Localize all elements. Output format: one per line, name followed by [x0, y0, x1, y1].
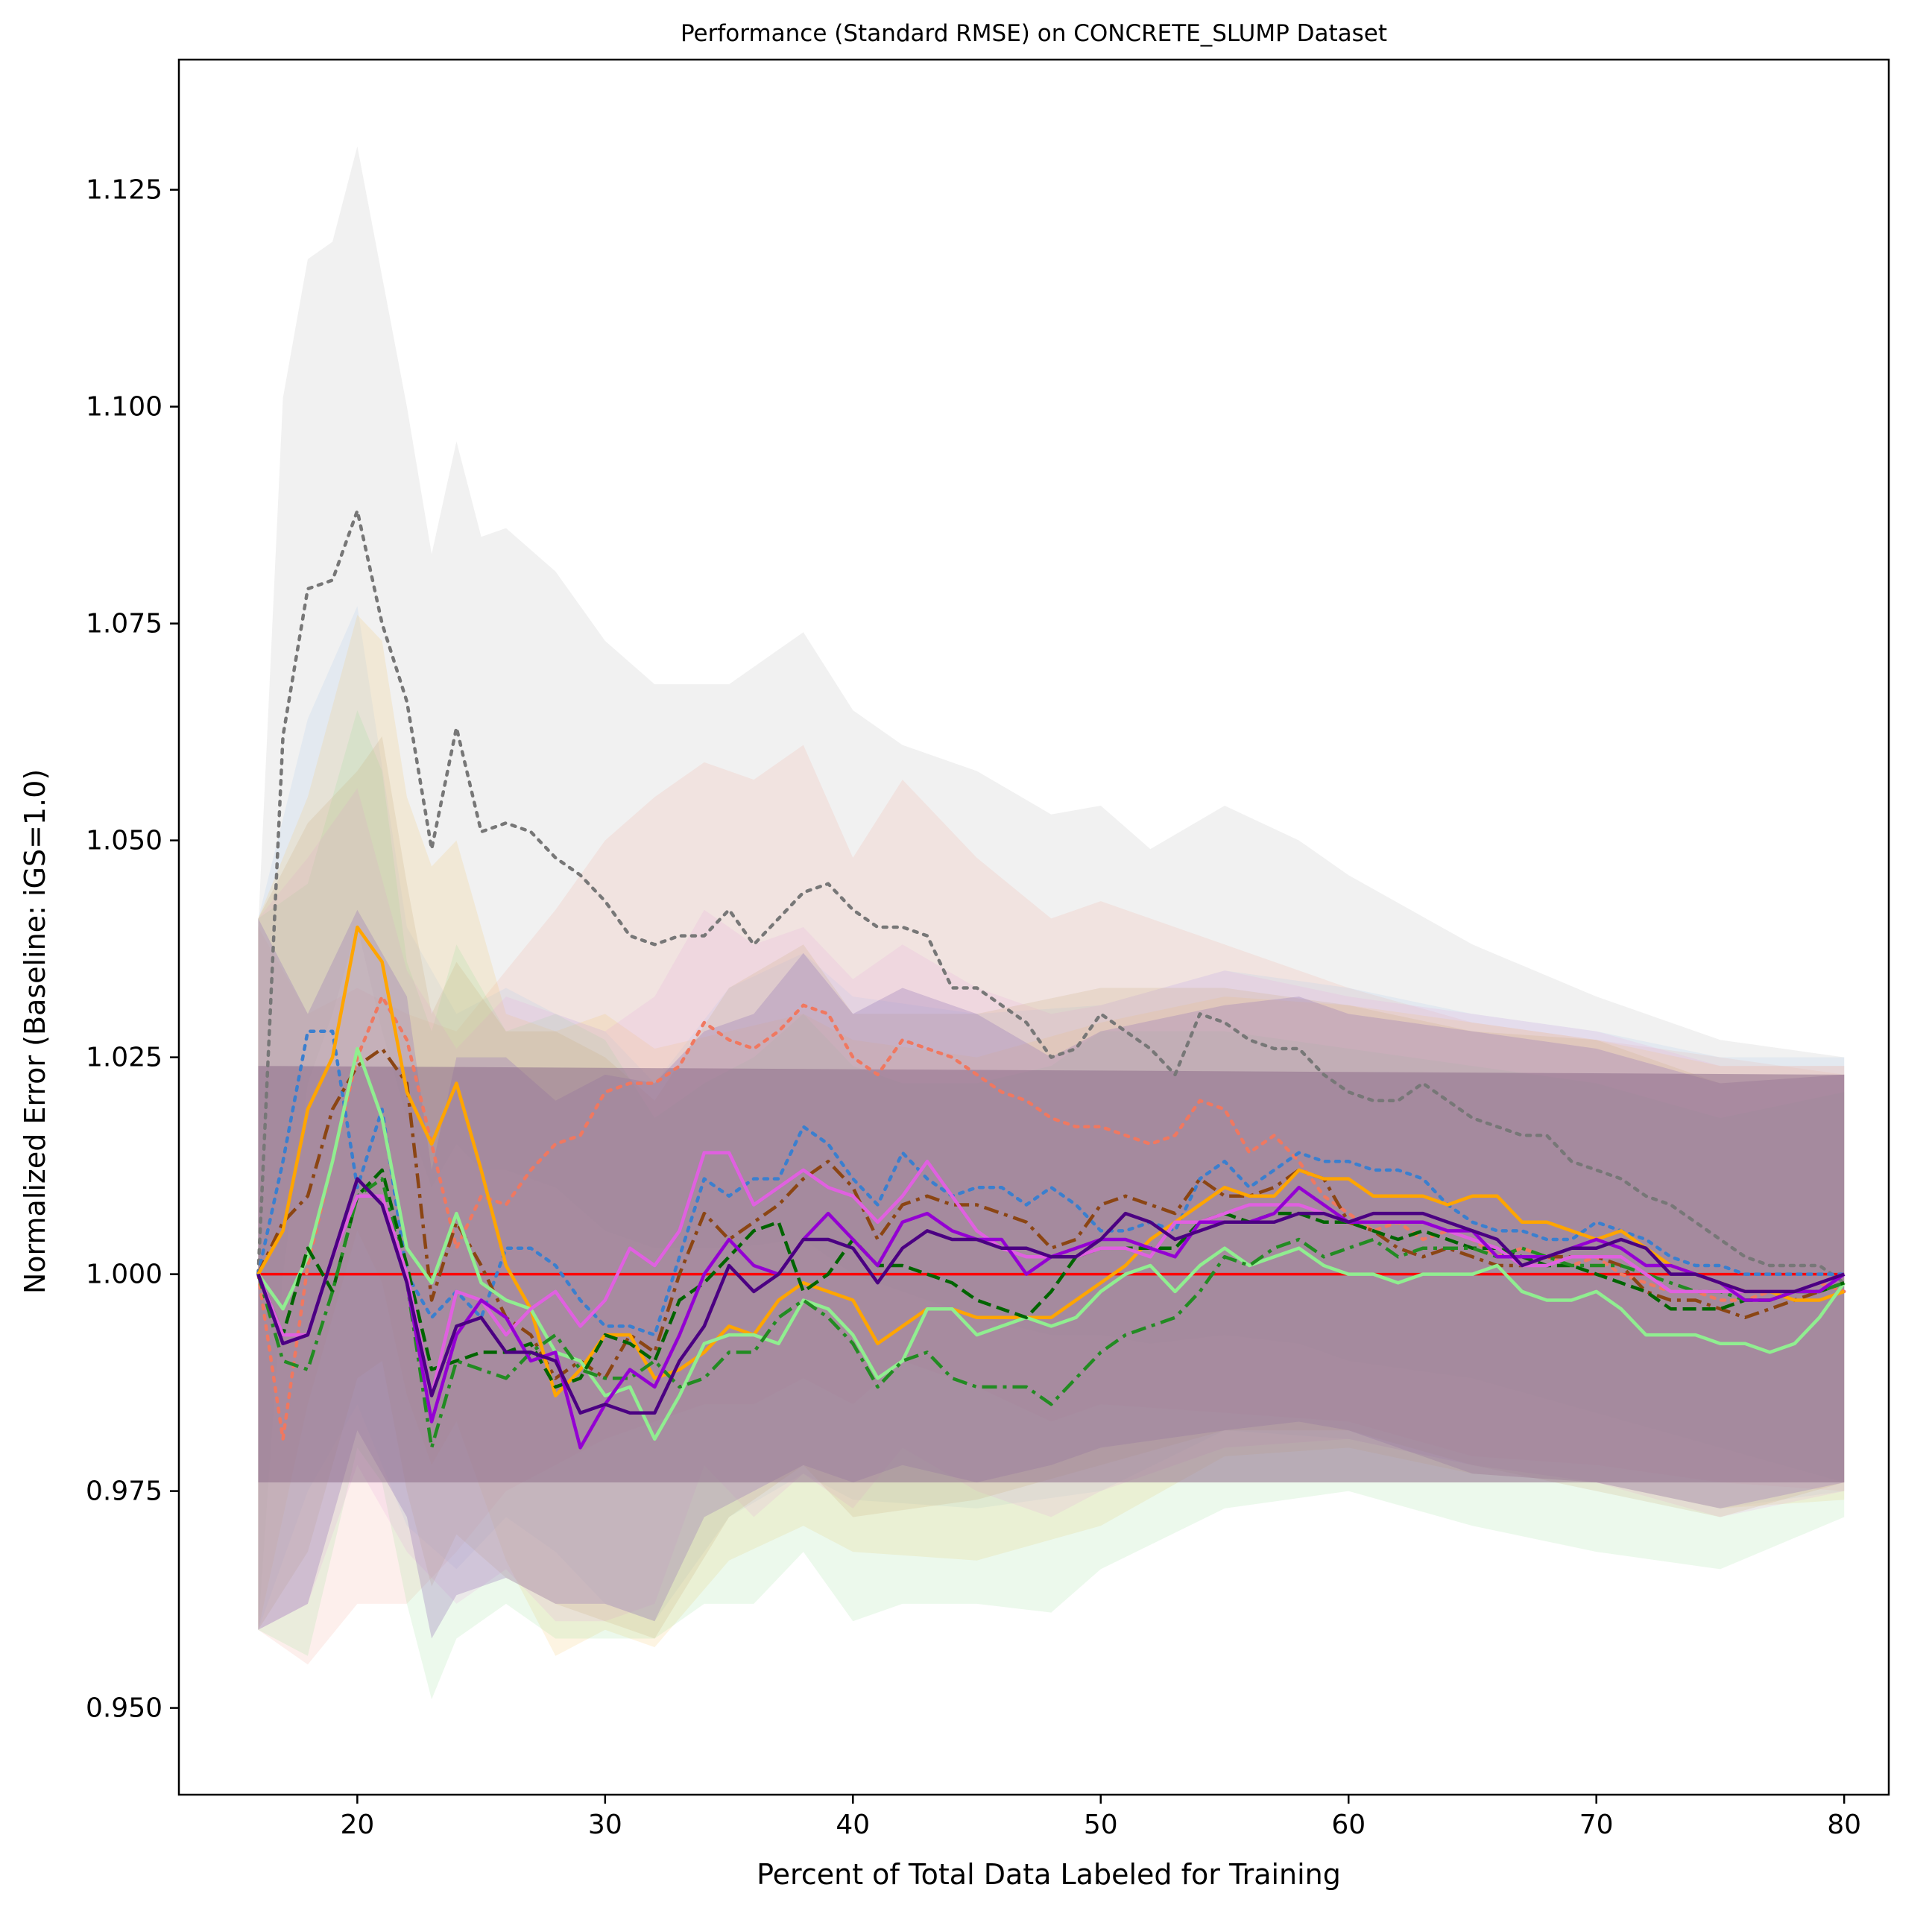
plot-frame — [177, 58, 1890, 1796]
x-tick-label: 60 — [1331, 1810, 1366, 1840]
y-tick-label: 0.975 — [86, 1476, 162, 1507]
y-tick-label: 1.025 — [86, 1043, 162, 1073]
y-axis-label: Normalized Error (Baseline: iGS=1.0) — [19, 769, 51, 1294]
y-tick-label: 1.075 — [86, 609, 162, 639]
x-axis-ticks: 20 30 40 50 60 70 80 — [340, 1795, 1861, 1840]
y-tick-label: 1.050 — [86, 826, 162, 856]
series-line-2 — [256, 994, 1846, 1441]
x-tick-label: 30 — [588, 1810, 622, 1840]
x-axis-label: Percent of Total Data Labeled for Traini… — [757, 1858, 1341, 1891]
x-tick-label: 50 — [1084, 1810, 1118, 1840]
series-line-8 — [256, 1177, 1845, 1450]
series-lines — [256, 509, 1846, 1450]
y-tick-label: 0.950 — [86, 1693, 162, 1724]
series-line-11 — [256, 1177, 1845, 1415]
y-tick-label: 1.125 — [86, 175, 162, 206]
y-axis-ticks: 0.950 0.975 1.000 1.025 1.050 1.075 1.100 1.125 — [86, 175, 179, 1724]
y-tick-label: 1.000 — [86, 1260, 162, 1290]
series-line-3 — [256, 1029, 1846, 1337]
series-line-1 — [256, 509, 1846, 1285]
y-tick-label: 1.100 — [86, 392, 162, 423]
x-tick-label: 80 — [1827, 1810, 1861, 1840]
x-tick-label: 20 — [340, 1810, 374, 1840]
chart-title: Performance (Standard RMSE) on CONCRETE_… — [681, 20, 1387, 47]
series-line-5 — [256, 925, 1845, 1397]
x-tick-label: 70 — [1579, 1810, 1614, 1840]
series-line-6 — [256, 1046, 1846, 1441]
x-tick-label: 40 — [836, 1810, 870, 1840]
